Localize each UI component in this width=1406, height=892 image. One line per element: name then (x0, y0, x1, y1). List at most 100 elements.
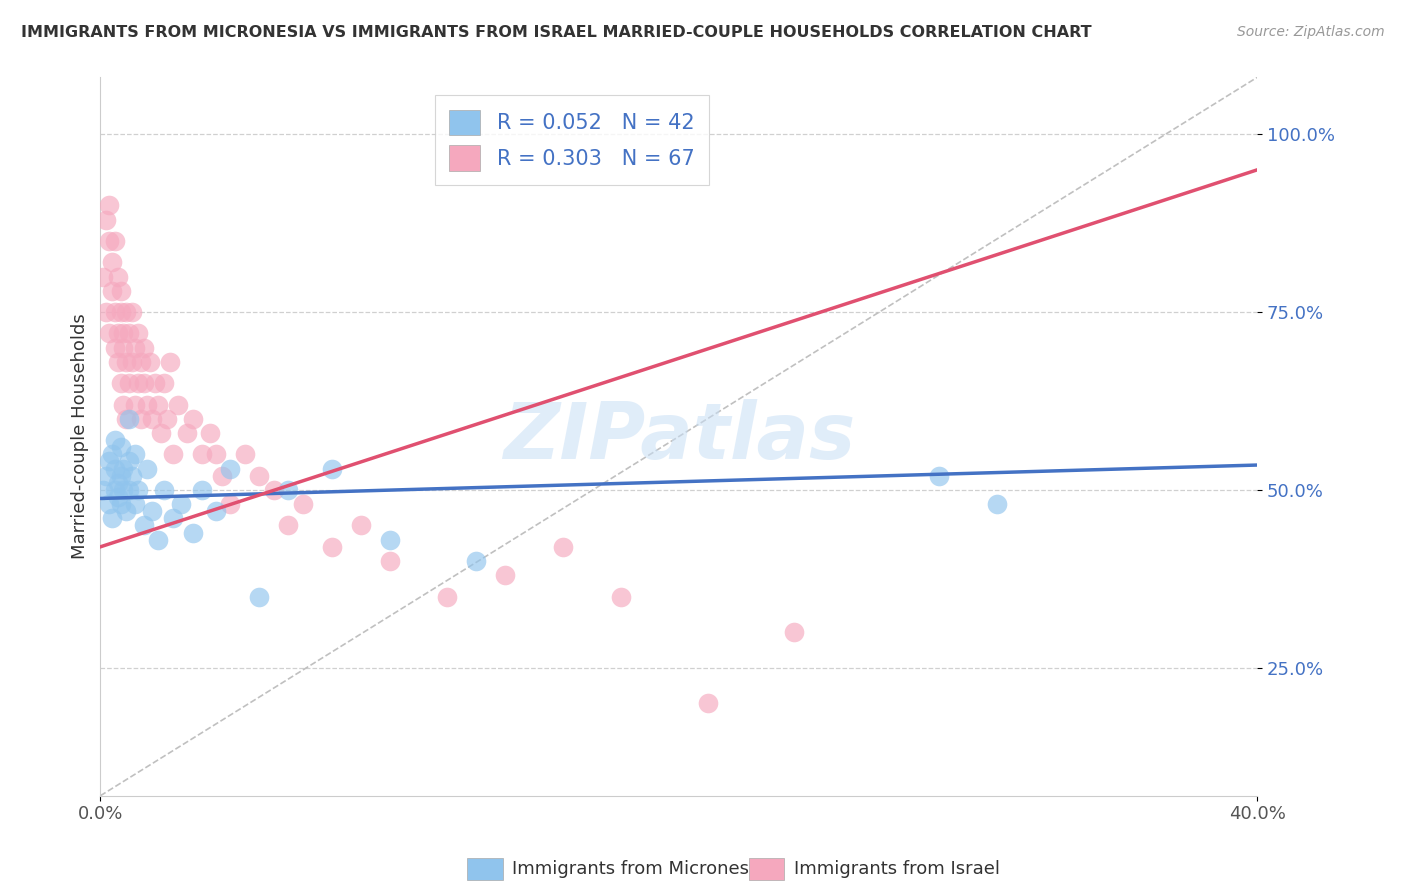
Point (94, 212, 117, 227)
Y-axis label: Married-couple Households: Married-couple Households (72, 314, 89, 559)
Point (104, 234, 127, 248)
Point (98, 234, 121, 248)
Point (159, 355, 181, 369)
Text: Source: ZipAtlas.com: Source: ZipAtlas.com (1237, 25, 1385, 39)
Point (162, 447, 184, 461)
Point (110, 305, 132, 319)
Point (167, 398, 190, 412)
Point (107, 355, 129, 369)
Point (98, 454, 121, 468)
Point (928, 468, 950, 483)
Point (94, 468, 117, 483)
Point (98, 497, 121, 511)
Text: ZIPatlas: ZIPatlas (502, 399, 855, 475)
Legend: R = 0.052   N = 42, R = 0.303   N = 67: R = 0.052 N = 42, R = 0.303 N = 67 (434, 95, 710, 186)
Point (121, 305, 143, 319)
Point (107, 475, 129, 490)
Point (124, 398, 146, 412)
Point (181, 412, 204, 426)
Point (141, 504, 163, 518)
Point (211, 468, 233, 483)
Point (110, 440, 132, 454)
Point (321, 540, 343, 554)
Point (176, 425, 198, 440)
Point (115, 412, 138, 426)
Point (101, 511, 124, 525)
Point (104, 433, 127, 447)
Point (150, 425, 173, 440)
Point (101, 255, 124, 269)
Point (205, 447, 228, 461)
Point (132, 376, 155, 391)
Point (118, 454, 141, 468)
Point (98, 326, 121, 341)
Point (153, 376, 176, 391)
Point (115, 305, 138, 319)
Point (124, 497, 146, 511)
Point (129, 412, 152, 426)
Point (205, 504, 228, 518)
Point (121, 468, 143, 483)
Point (783, 625, 806, 640)
Point (112, 398, 135, 412)
Point (110, 468, 132, 483)
Point (101, 447, 124, 461)
Point (219, 461, 242, 475)
Point (190, 447, 212, 461)
Point (143, 376, 166, 391)
Point (219, 497, 242, 511)
Point (112, 341, 135, 355)
Point (132, 518, 155, 533)
Point (436, 590, 458, 604)
Point (124, 447, 146, 461)
Point (127, 376, 149, 391)
Point (233, 447, 256, 461)
Point (138, 355, 160, 369)
Point (263, 483, 285, 497)
Point (277, 518, 299, 533)
Point (104, 305, 127, 319)
Point (321, 461, 343, 475)
Point (121, 355, 143, 369)
Point (127, 326, 149, 341)
Point (124, 341, 146, 355)
Point (118, 412, 141, 426)
Point (170, 497, 193, 511)
Point (190, 483, 212, 497)
Point (132, 341, 155, 355)
Point (104, 341, 127, 355)
Point (112, 483, 135, 497)
Point (135, 461, 157, 475)
Point (148, 398, 170, 412)
Point (551, 540, 574, 554)
Point (107, 326, 129, 341)
Point (181, 525, 204, 540)
Point (153, 483, 176, 497)
Point (200, 425, 222, 440)
Point (118, 376, 141, 391)
Point (107, 269, 129, 284)
Point (110, 284, 132, 298)
Point (112, 326, 135, 341)
Point (129, 355, 152, 369)
Point (104, 461, 127, 475)
Point (112, 461, 135, 475)
Point (115, 355, 138, 369)
Point (91, 269, 114, 284)
Point (349, 518, 371, 533)
Point (110, 497, 132, 511)
Point (610, 590, 633, 604)
Point (247, 590, 270, 604)
Point (115, 504, 138, 518)
Point (118, 326, 141, 341)
Text: Immigrants from Israel: Immigrants from Israel (793, 860, 1000, 878)
Point (465, 554, 488, 568)
Point (94, 305, 117, 319)
Point (277, 483, 299, 497)
Point (696, 696, 718, 710)
Point (107, 490, 129, 504)
Point (378, 533, 401, 547)
Point (101, 284, 124, 298)
Point (127, 483, 149, 497)
Point (118, 483, 141, 497)
